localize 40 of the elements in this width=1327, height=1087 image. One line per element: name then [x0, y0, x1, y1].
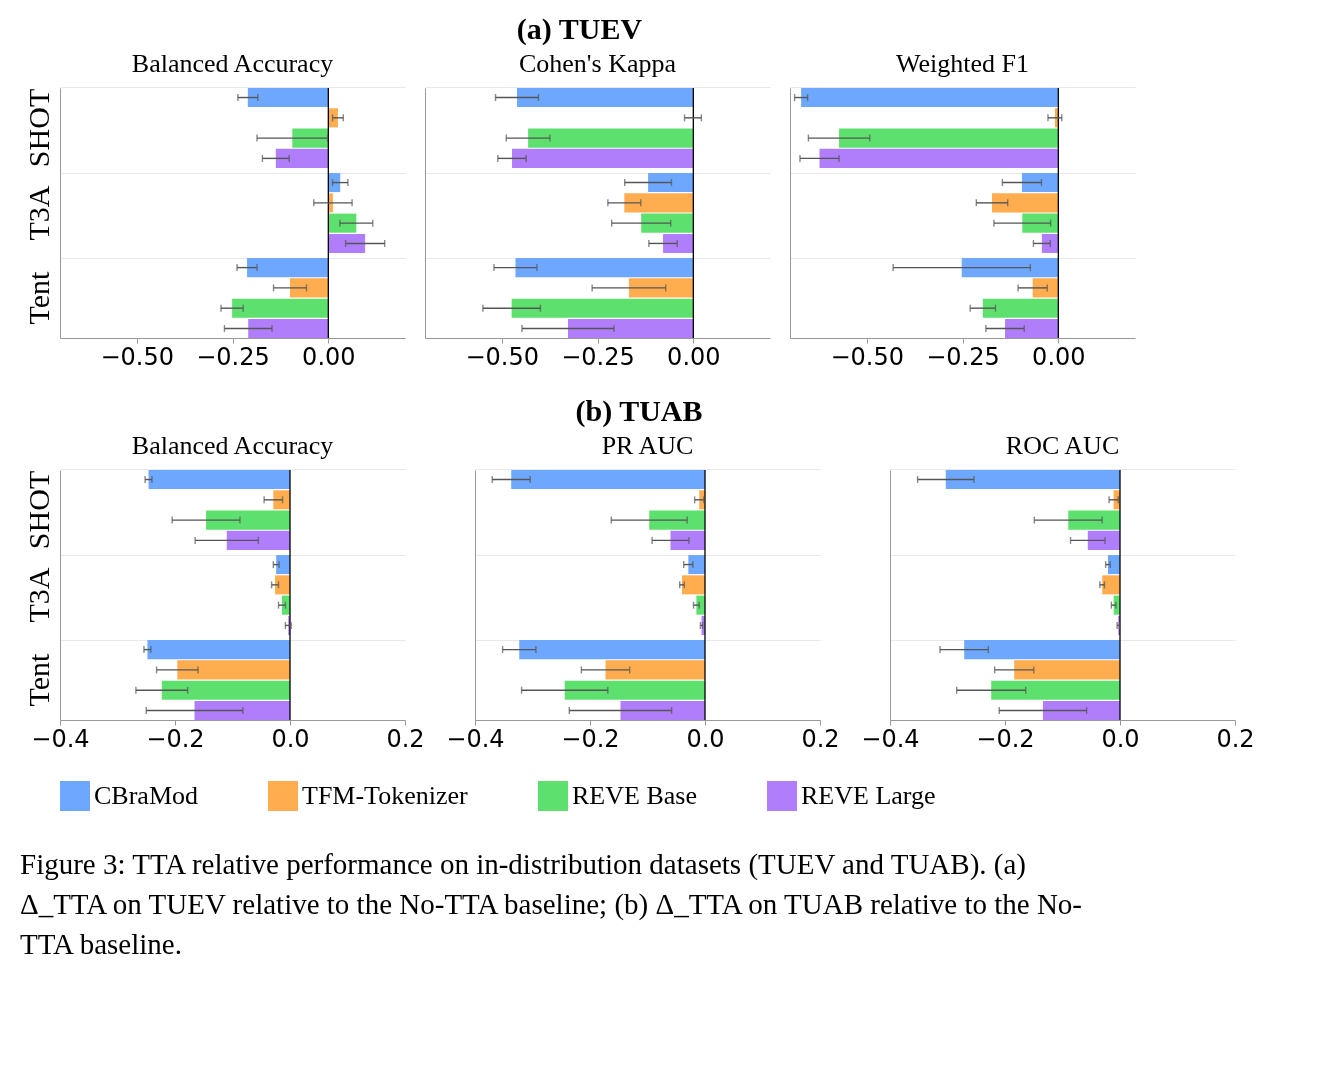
- x-tick-label: 0.00: [1032, 342, 1086, 371]
- x-tick-label: 0.00: [667, 342, 721, 371]
- x-tick-label: −0.50: [465, 342, 539, 371]
- x-tick-label: −0.2: [561, 724, 620, 753]
- chart-title: ROC AUC: [1005, 431, 1120, 461]
- x-tick-label: −0.4: [861, 724, 920, 753]
- x-tick-label: −0.25: [926, 342, 1000, 371]
- x-tick-label: −0.2: [976, 724, 1035, 753]
- chart-title: Balanced Accuracy: [131, 431, 334, 461]
- chart-title: PR AUC: [601, 431, 694, 461]
- y-tick-label: T3A: [21, 185, 55, 241]
- x-tick-label: 0.0: [686, 724, 725, 753]
- x-tick-label: −0.50: [830, 342, 904, 371]
- x-tick-label: −0.50: [100, 342, 174, 371]
- legend-label: REVE Base: [572, 781, 697, 810]
- x-tick-label: 0.2: [1216, 724, 1255, 753]
- chart-title: Cohen's Kappa: [518, 49, 677, 79]
- x-tick-label: −0.2: [146, 724, 205, 753]
- x-tick-label: −0.25: [561, 342, 635, 371]
- y-tick-label: Tent: [21, 270, 55, 325]
- chart-title: Balanced Accuracy: [131, 49, 334, 79]
- x-tick-label: 0.2: [386, 724, 425, 753]
- y-tick-label: SHOT: [21, 470, 55, 550]
- y-tick-label: SHOT: [21, 88, 55, 168]
- legend-label: REVE Large: [801, 781, 936, 810]
- text: (b) TUAB: [575, 394, 703, 429]
- chart-title: Weighted F1: [896, 49, 1029, 79]
- x-tick-label: 0.0: [271, 724, 310, 753]
- legend-label: CBraMod: [94, 781, 198, 810]
- x-tick-label: −0.25: [196, 342, 270, 371]
- x-tick-label: 0.2: [801, 724, 840, 753]
- x-tick-label: −0.4: [31, 724, 90, 753]
- caption: Figure 3: TTA relative performance on in-distribution datasets (TUEV and TUAB). (a) Δ_TTA on TUEV relative to the No-TTA baseline; (b) Δ_TTA on TUAB relative to the No-TTA baseline.: [20, 848, 1083, 960]
- x-tick-label: −0.4: [446, 724, 505, 753]
- legend-label: TFM-Tokenizer: [302, 781, 469, 810]
- x-tick-label: 0.00: [302, 342, 356, 371]
- x-tick-label: 0.0: [1101, 724, 1140, 753]
- text: (a) TUEV: [516, 12, 643, 47]
- y-tick-label: Tent: [21, 652, 55, 707]
- y-tick-label: T3A: [21, 567, 55, 623]
